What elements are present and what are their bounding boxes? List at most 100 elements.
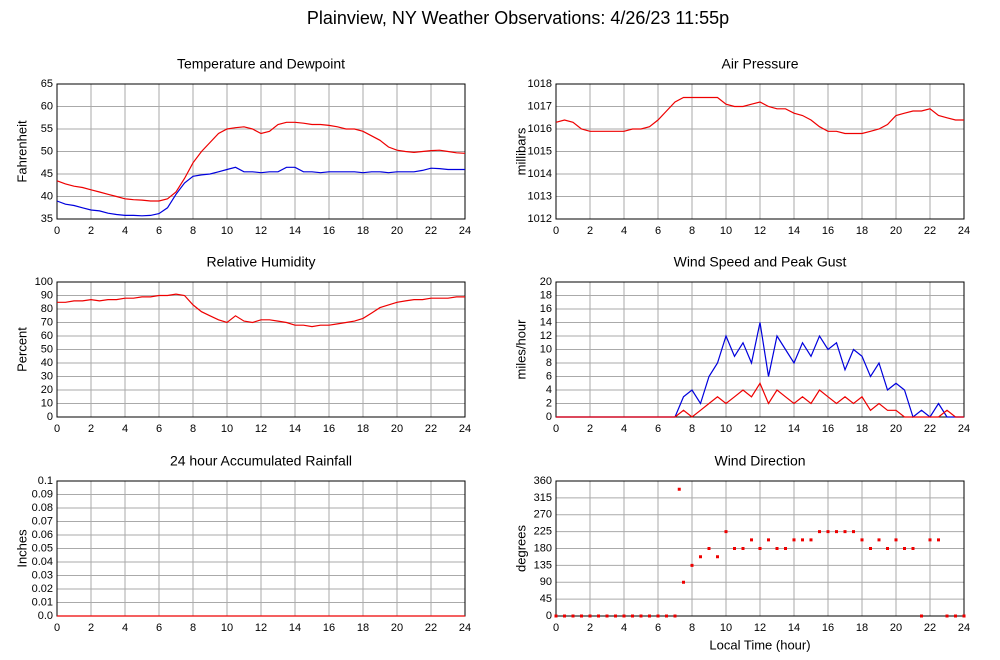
x-tick-label: 20 (890, 423, 902, 435)
x-tick-label: 2 (88, 622, 94, 634)
x-tick-label: 0 (54, 225, 60, 237)
x-tick-label: 22 (924, 225, 936, 237)
data-point (945, 614, 949, 618)
y-tick-label: 55 (41, 123, 53, 135)
x-tick-label: 12 (754, 225, 766, 237)
y-tick-label: 0 (47, 411, 53, 423)
y-tick-label: 0.02 (32, 583, 53, 595)
x-tick-label: 12 (754, 423, 766, 435)
y-tick-label: 30 (41, 370, 53, 382)
y-axis-label: degrees (513, 525, 528, 572)
x-tick-label: 18 (856, 622, 868, 634)
x-tick-label: 4 (122, 423, 128, 435)
plot-frame (555, 83, 965, 220)
y-tick-label: 18 (540, 289, 552, 301)
data-point (818, 530, 821, 534)
chart-title: Wind Speed and Peak Gust (674, 254, 847, 270)
plot-frame (56, 281, 466, 418)
page-title: Plainview, NY Weather Observations: 4/26… (307, 8, 729, 28)
x-tick-label: 18 (357, 225, 369, 237)
data-point (843, 530, 847, 534)
y-tick-label: 10 (41, 397, 53, 409)
x-tick-label: 12 (255, 225, 267, 237)
x-tick-label: 10 (221, 622, 233, 634)
data-point (937, 538, 940, 542)
y-tick-label: 70 (41, 316, 53, 328)
chart-title: Wind Direction (714, 453, 805, 469)
y-tick-label: 315 (534, 492, 552, 504)
data-point (605, 614, 609, 618)
x-tick-label: 10 (720, 225, 732, 237)
data-point (852, 530, 855, 534)
x-tick-label: 2 (88, 225, 94, 237)
y-tick-label: 270 (534, 509, 552, 521)
x-tick-label: 0 (553, 622, 559, 634)
data-point (707, 547, 711, 550)
data-point (928, 538, 932, 542)
y-tick-label: 50 (41, 343, 53, 355)
x-tick-label: 2 (587, 423, 593, 435)
data-point (571, 614, 575, 618)
x-tick-label: 22 (924, 622, 936, 634)
y-tick-label: 1014 (528, 168, 552, 180)
plot-frame (56, 83, 466, 220)
x-tick-label: 22 (924, 423, 936, 435)
x-tick-label: 8 (689, 423, 695, 435)
y-tick-label: 1017 (528, 100, 552, 112)
x-tick-label: 18 (357, 423, 369, 435)
x-tick-label: 0 (553, 423, 559, 435)
data-point (801, 538, 804, 542)
y-tick-label: 14 (540, 316, 552, 328)
data-point (622, 614, 626, 618)
y-tick-label: 1016 (528, 123, 552, 135)
x-tick-label: 6 (156, 225, 162, 237)
data-point (563, 614, 566, 618)
y-axis-label: Fahrenheit (14, 120, 29, 183)
x-tick-label: 0 (54, 423, 60, 435)
data-point (639, 614, 643, 618)
y-tick-label: 90 (540, 576, 552, 588)
data-point (656, 614, 660, 618)
data-point (597, 614, 600, 618)
x-tick-label: 18 (357, 622, 369, 634)
x-tick-label: 16 (323, 423, 335, 435)
y-axis-label: miles/hour (513, 319, 528, 380)
data-point (716, 555, 719, 559)
data-point (741, 547, 745, 550)
y-tick-label: 360 (534, 475, 552, 487)
x-tick-label: 2 (88, 423, 94, 435)
data-point (920, 614, 923, 618)
data-point (648, 614, 651, 618)
x-tick-label: 4 (621, 423, 627, 435)
y-tick-label: 0.01 (32, 596, 53, 608)
chart-title: Temperature and Dewpoint (177, 56, 345, 72)
y-tick-label: 0.09 (32, 488, 53, 500)
data-point (588, 614, 592, 618)
y-tick-label: 0.1 (38, 475, 53, 487)
y-tick-label: 135 (534, 559, 552, 571)
x-tick-label: 8 (190, 225, 196, 237)
y-tick-label: 45 (540, 593, 552, 605)
data-point (911, 547, 915, 550)
data-point (682, 580, 685, 584)
x-tick-label: 2 (587, 225, 593, 237)
x-tick-label: 16 (822, 423, 834, 435)
data-point (826, 530, 830, 534)
x-tick-label: 10 (720, 622, 732, 634)
x-tick-label: 14 (289, 225, 301, 237)
y-tick-label: 0 (546, 411, 552, 423)
x-tick-label: 20 (391, 423, 403, 435)
data-point (699, 555, 702, 559)
x-tick-label: 4 (122, 622, 128, 634)
y-axis-label: Percent (14, 327, 29, 372)
x-tick-label: 20 (890, 622, 902, 634)
x-tick-label: 16 (323, 225, 335, 237)
x-tick-label: 22 (425, 423, 437, 435)
data-line (556, 382, 964, 418)
data-point (809, 538, 813, 542)
plot-frame (555, 281, 965, 418)
x-tick-label: 0 (54, 622, 60, 634)
y-tick-label: 1013 (528, 190, 552, 202)
chart-title: 24 hour Accumulated Rainfall (170, 453, 352, 469)
